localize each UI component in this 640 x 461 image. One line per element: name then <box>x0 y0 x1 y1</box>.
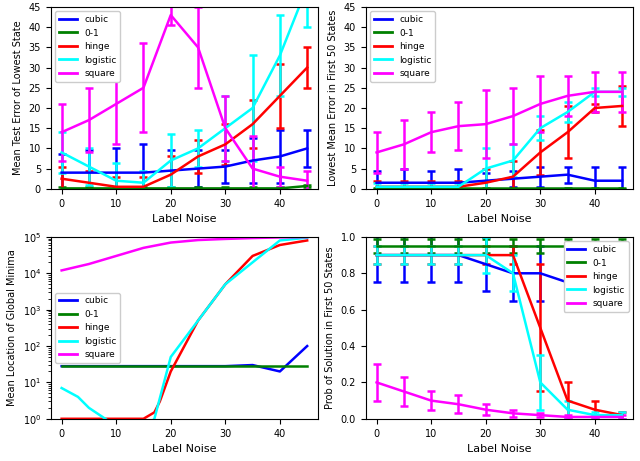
Legend: cubic, 0-1, hinge, logistic, square: cubic, 0-1, hinge, logistic, square <box>55 293 120 363</box>
Legend: cubic, 0-1, hinge, logistic, square: cubic, 0-1, hinge, logistic, square <box>370 12 435 82</box>
X-axis label: Label Noise: Label Noise <box>152 214 217 224</box>
Y-axis label: Prob of Solution in First 50 States: Prob of Solution in First 50 States <box>325 247 335 409</box>
Y-axis label: Mean Location of Global Minima: Mean Location of Global Minima <box>7 249 17 406</box>
Y-axis label: Mean Test Error of Lowest State: Mean Test Error of Lowest State <box>13 21 23 175</box>
X-axis label: Label Noise: Label Noise <box>467 214 532 224</box>
Legend: cubic, 0-1, hinge, logistic, square: cubic, 0-1, hinge, logistic, square <box>564 242 628 312</box>
Y-axis label: Lowest Mean Error in First 50 States: Lowest Mean Error in First 50 States <box>328 10 338 186</box>
X-axis label: Label Noise: Label Noise <box>467 444 532 454</box>
Legend: cubic, 0-1, hinge, logistic, square: cubic, 0-1, hinge, logistic, square <box>55 12 120 82</box>
X-axis label: Label Noise: Label Noise <box>152 444 217 454</box>
